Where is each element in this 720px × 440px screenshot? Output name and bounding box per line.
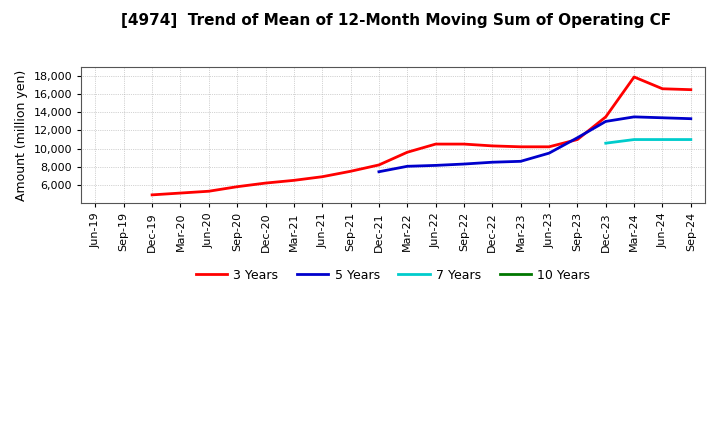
3 Years: [204, 189, 213, 194]
Legend: 3 Years, 5 Years, 7 Years, 10 Years: 3 Years, 5 Years, 7 Years, 10 Years: [191, 264, 595, 287]
3 Years: [459, 141, 468, 147]
5 Years: [573, 135, 582, 140]
3 Years: [545, 144, 554, 150]
3 Years: [601, 114, 610, 120]
3 Years: [573, 137, 582, 142]
3 Years: [431, 141, 440, 147]
3 Years: [233, 184, 241, 189]
3 Years: [261, 180, 270, 186]
Line: 5 Years: 5 Years: [379, 117, 690, 172]
5 Years: [459, 161, 468, 167]
Y-axis label: Amount (million yen): Amount (million yen): [15, 70, 28, 201]
Line: 7 Years: 7 Years: [606, 139, 690, 143]
3 Years: [516, 144, 525, 150]
5 Years: [431, 163, 440, 168]
5 Years: [516, 159, 525, 164]
7 Years: [601, 140, 610, 146]
3 Years: [630, 74, 639, 80]
5 Years: [658, 115, 667, 121]
3 Years: [148, 192, 156, 198]
3 Years: [658, 86, 667, 92]
7 Years: [630, 137, 639, 142]
3 Years: [488, 143, 497, 149]
5 Years: [403, 164, 412, 169]
5 Years: [601, 119, 610, 124]
5 Years: [630, 114, 639, 120]
3 Years: [346, 169, 355, 174]
3 Years: [686, 87, 695, 92]
3 Years: [318, 174, 327, 180]
7 Years: [686, 137, 695, 142]
5 Years: [686, 116, 695, 121]
5 Years: [488, 160, 497, 165]
3 Years: [289, 178, 298, 183]
Text: [4974]  Trend of Mean of 12-Month Moving Sum of Operating CF: [4974] Trend of Mean of 12-Month Moving …: [121, 13, 671, 28]
3 Years: [374, 162, 383, 168]
5 Years: [545, 150, 554, 156]
Line: 3 Years: 3 Years: [152, 77, 690, 195]
5 Years: [374, 169, 383, 174]
3 Years: [403, 150, 412, 155]
3 Years: [176, 191, 185, 196]
7 Years: [658, 137, 667, 142]
